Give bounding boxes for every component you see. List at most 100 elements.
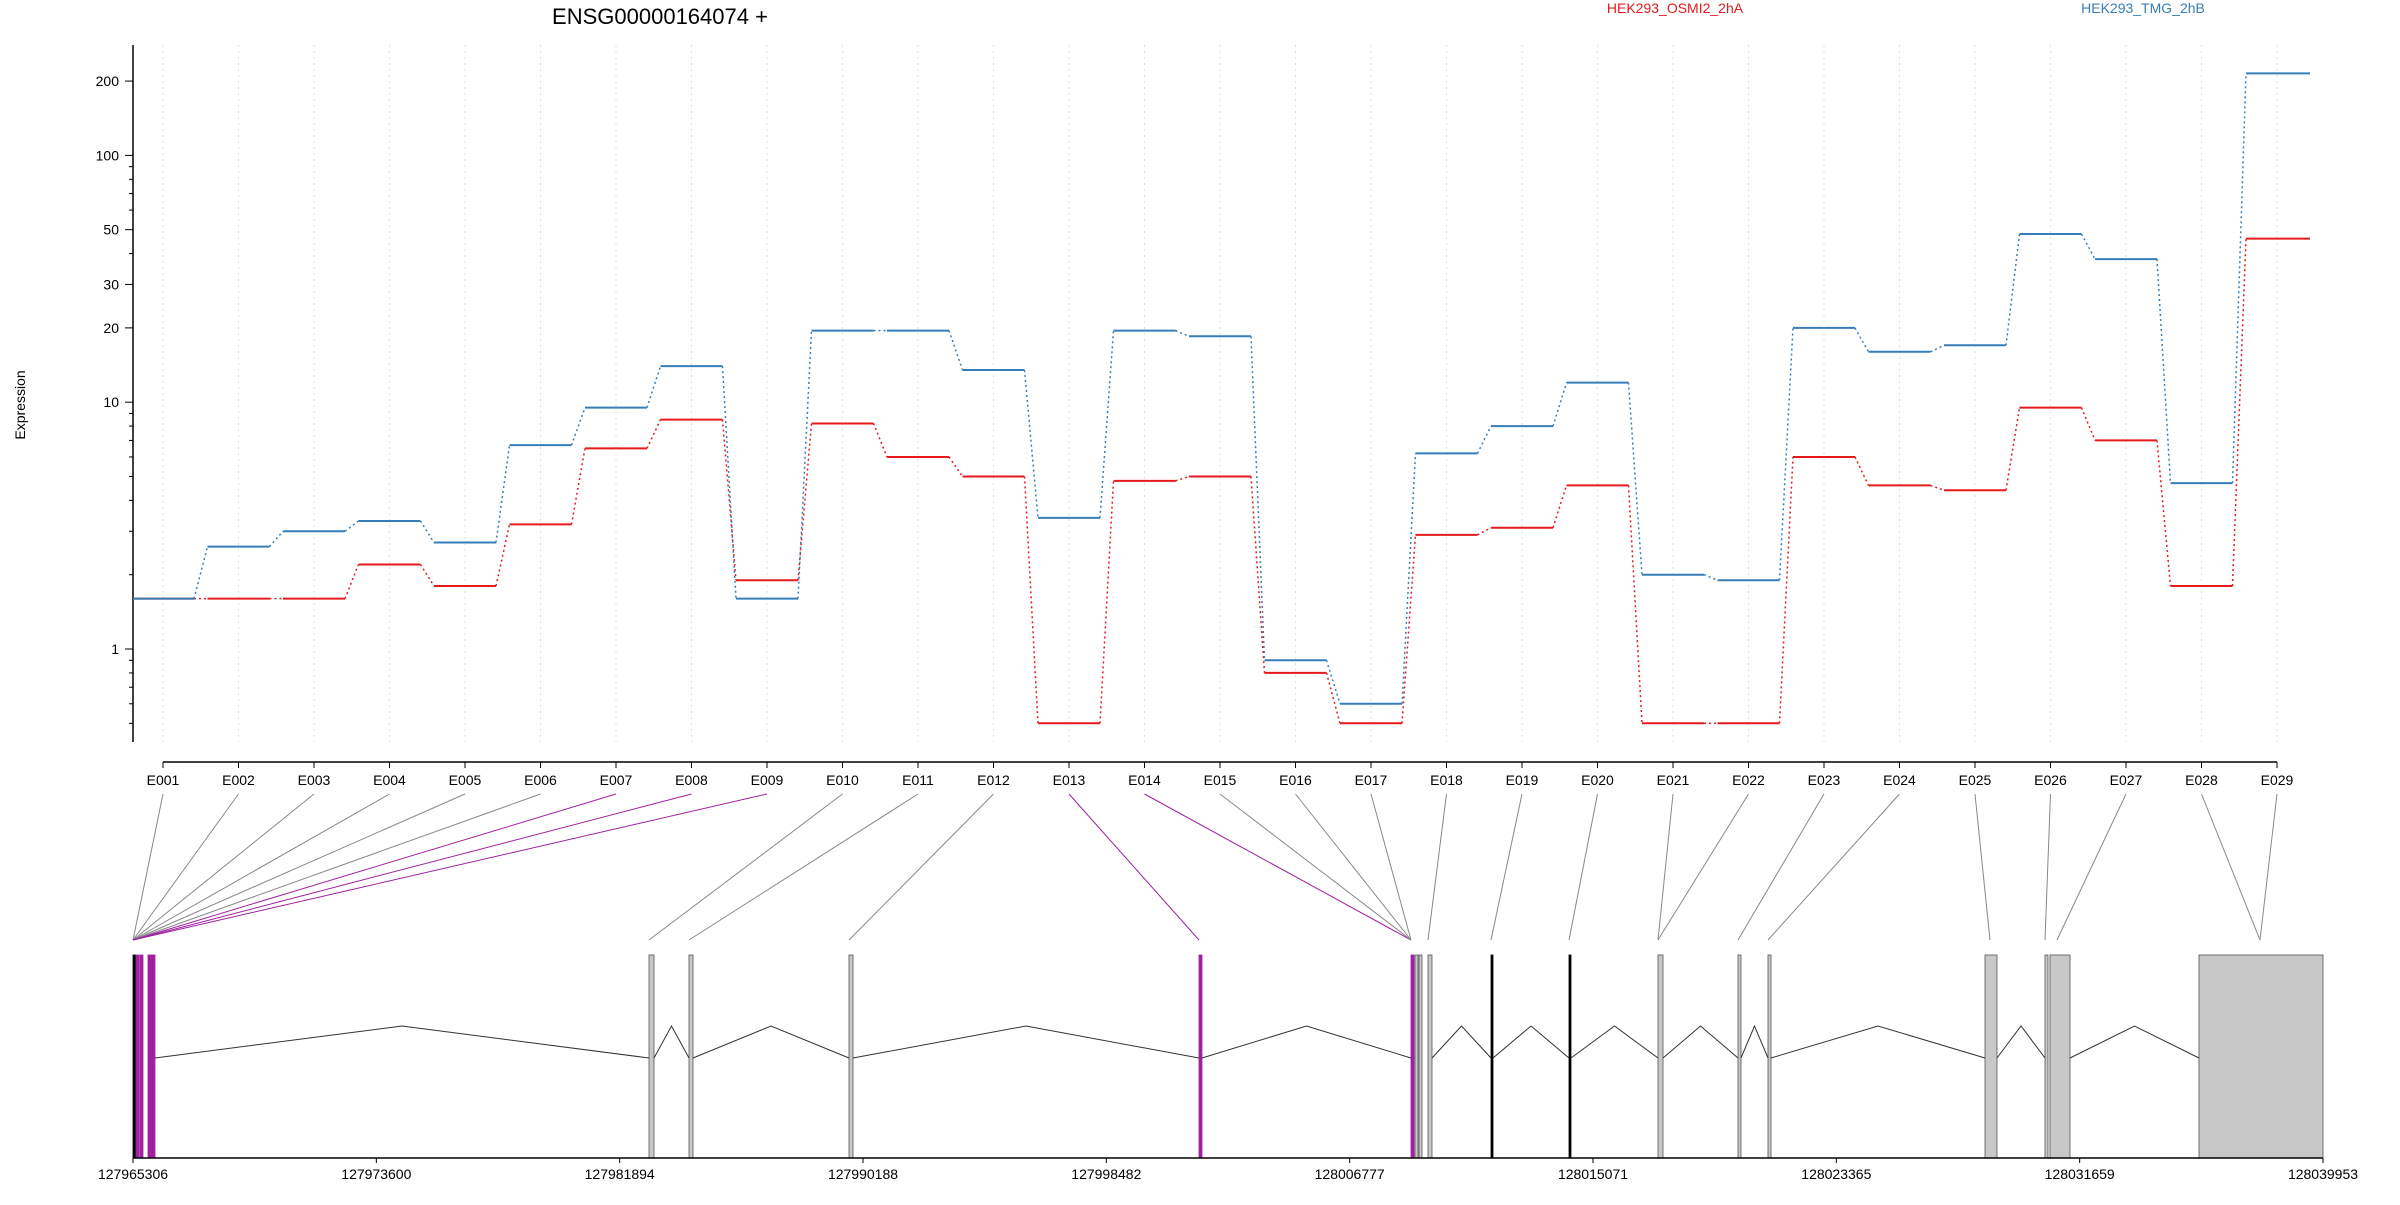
series-connector [872,423,888,458]
x-tick-label: E026 [2034,772,2067,788]
series-connector [646,365,662,408]
exon-connector [1068,793,1200,941]
exon-block [1414,954,1419,1159]
exon-connector [848,793,994,941]
exon-connector [648,793,843,941]
series-connector [1703,574,1718,581]
x-tick-label: E008 [675,772,708,788]
x-tick-label: E003 [298,772,331,788]
exon-block [1657,954,1664,1159]
series-connector [1854,456,1870,486]
exon-block [135,954,140,1159]
x-tick-label: E029 [2261,772,2294,788]
exon-connector [1657,793,1749,941]
x-tick-label: E005 [449,772,482,788]
series-connector [797,423,813,581]
exon-connector [132,793,768,941]
series-connector [2005,233,2021,346]
x-tick-label: E022 [1732,772,1765,788]
exon-connector [2259,793,2278,941]
series-connector [344,564,360,599]
series-connector [570,407,586,446]
intron-line [1492,1025,1570,1059]
series-connector [419,520,435,543]
series-connector [495,445,511,543]
series-connector [2080,233,2096,260]
exon-connector [1427,793,1447,941]
x-tick-label: E004 [373,772,406,788]
x-tick-label: E002 [222,772,255,788]
intron-line [692,1025,850,1059]
exon-block [1984,954,1998,1159]
x-tick-label: E015 [1204,772,1237,788]
legend-entry-tmg: HEK293_TMG_2hB [2081,0,2205,16]
series-connector [2156,440,2172,587]
series-connector [1778,456,1794,724]
x-tick-label: E025 [1959,772,1992,788]
genomic-coordinate-label: 128023365 [1801,1166,1871,1182]
series-connector [344,520,359,532]
exon-block [147,954,153,1159]
series-connector [1099,480,1115,724]
x-tick-label: E006 [524,772,557,788]
exon-connector [1219,793,1412,941]
series-connector [1476,425,1492,454]
series-connector [1552,382,1568,427]
intron-line [2069,1025,2200,1059]
series-connector [1627,485,1643,724]
exon-block [139,954,144,1159]
genomic-coordinate-label: 128015071 [1558,1166,1628,1182]
intron-line [1996,1025,2046,1059]
intron-line [1570,1025,1659,1059]
exon-block [2044,954,2049,1159]
exon-connector [1144,793,1412,941]
exon-connector [1370,793,1412,941]
series-connector [948,456,964,477]
legend-entry-osmi: HEK293_OSMI2_2hA [1607,0,1744,16]
exon-block [688,954,694,1159]
series-connector [1401,453,1417,704]
x-tick-label: E017 [1355,772,1388,788]
series-connector [419,564,435,587]
exon-block [151,954,156,1159]
series-connector [1552,485,1568,528]
exon-connector [132,793,390,941]
series-connector [268,530,284,548]
genomic-coordinate-label: 128031659 [2045,1166,2115,1182]
series-connector [2156,259,2172,484]
exon-connector [1568,793,1598,941]
series-connector [1175,329,1190,337]
series-connector [570,448,586,525]
genomic-coordinate-label: 127981894 [585,1166,655,1182]
y-tick-label: 200 [96,73,120,89]
exon-block [2049,954,2071,1159]
intron-line [154,1025,650,1059]
x-tick-label: E020 [1581,772,1614,788]
series-connector [1250,476,1266,673]
series-connector [495,524,511,587]
series-connector [1401,534,1417,724]
exon-connector [1974,793,1991,941]
exon-connector [132,793,617,941]
exon-connector [2201,793,2261,941]
series-connector [1930,344,1945,353]
exon-connector [132,793,239,941]
intron-line [852,1025,1200,1059]
exon-connector [132,793,164,941]
series-connector [1023,369,1039,518]
exon-connector [132,793,315,941]
x-tick-label: E012 [977,772,1010,788]
genomic-coordinate-label: 127965306 [98,1166,168,1182]
x-tick-label: E018 [1430,772,1463,788]
exon-connector [2044,793,2051,941]
genomic-coordinate-label: 128039953 [2288,1166,2358,1182]
exon-connector [2056,793,2127,941]
series-connector [2231,73,2247,484]
exon-connector [1767,793,1900,941]
exon-block [1767,954,1772,1159]
exon-connector [132,793,692,941]
x-tick-label: E019 [1506,772,1539,788]
x-tick-label: E027 [2110,772,2143,788]
